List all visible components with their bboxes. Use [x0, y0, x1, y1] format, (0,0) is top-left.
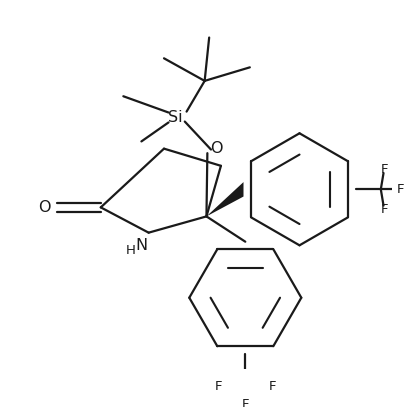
Text: F: F [397, 183, 404, 196]
Polygon shape [206, 182, 244, 217]
Text: F: F [269, 380, 276, 393]
Text: F: F [381, 163, 388, 176]
Text: Si: Si [168, 109, 183, 125]
Text: N: N [136, 238, 148, 253]
Text: F: F [241, 398, 249, 407]
Text: O: O [38, 200, 51, 215]
Text: O: O [210, 141, 223, 156]
Text: F: F [214, 380, 222, 393]
Text: F: F [381, 203, 388, 216]
Text: H: H [126, 244, 136, 257]
